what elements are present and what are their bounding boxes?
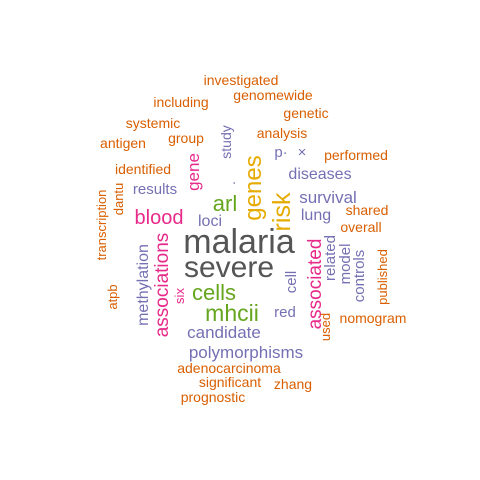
word-nomogram: nomogram — [340, 310, 407, 326]
word-associations: associations — [152, 233, 173, 338]
word-shared: shared — [346, 202, 389, 218]
word-genes: genes — [240, 155, 267, 220]
word-six: six — [172, 288, 187, 304]
word-genetic: genetic — [283, 105, 328, 121]
word-cell: cell — [283, 271, 300, 294]
word-identified: identified — [115, 161, 171, 177]
word-cells: cells — [192, 280, 236, 305]
word-severe: severe — [184, 251, 274, 284]
word-significant: significant — [199, 374, 261, 390]
word-lung: lung — [301, 207, 331, 224]
word-published: published — [375, 249, 390, 305]
word-middot: · — [225, 181, 241, 186]
word-gene: gene — [184, 153, 203, 191]
word-blood: blood — [135, 207, 184, 229]
word-analysis: analysis — [257, 125, 308, 141]
word-investigated: investigated — [204, 72, 279, 88]
word-p-dot: p· — [274, 144, 287, 161]
word-used: used — [318, 313, 333, 341]
word-red: red — [274, 304, 296, 321]
word-genomewide: genomewide — [233, 87, 313, 103]
word-study: study — [218, 125, 234, 158]
word-risk: risk — [268, 192, 296, 231]
word-model: model — [337, 244, 354, 285]
word-related: related — [322, 235, 339, 281]
word-systemic: systemic — [126, 115, 180, 131]
word-atpb: atpb — [105, 284, 120, 309]
word-prognostic: prognostic — [181, 389, 246, 405]
word-results: results — [133, 181, 177, 198]
word-group: group — [168, 130, 204, 146]
word-overall: overall — [340, 219, 381, 235]
word-diseases: diseases — [288, 166, 351, 183]
word-candidate: candidate — [187, 323, 261, 342]
word-survival: survival — [299, 188, 357, 207]
word-times: × — [298, 144, 307, 161]
word-malaria: malaria — [183, 223, 295, 261]
word-controls: controls — [351, 250, 368, 303]
word-antigen: antigen — [100, 135, 146, 151]
word-loci: loci — [198, 213, 222, 230]
word-mhcii: mhcii — [205, 300, 259, 326]
word-performed: performed — [324, 147, 388, 163]
word-dantu: dantu — [111, 183, 126, 216]
word-transcription: transcription — [94, 190, 109, 261]
word-methylation: methylation — [135, 244, 152, 326]
word-associated: associated — [305, 239, 326, 330]
word-zhang: zhang — [274, 376, 312, 392]
word-polymorphisms: polymorphisms — [189, 343, 303, 362]
word-adenocarcinoma: adenocarcinoma — [177, 360, 281, 376]
word-arl: arl — [213, 191, 237, 216]
word-including: including — [153, 94, 208, 110]
